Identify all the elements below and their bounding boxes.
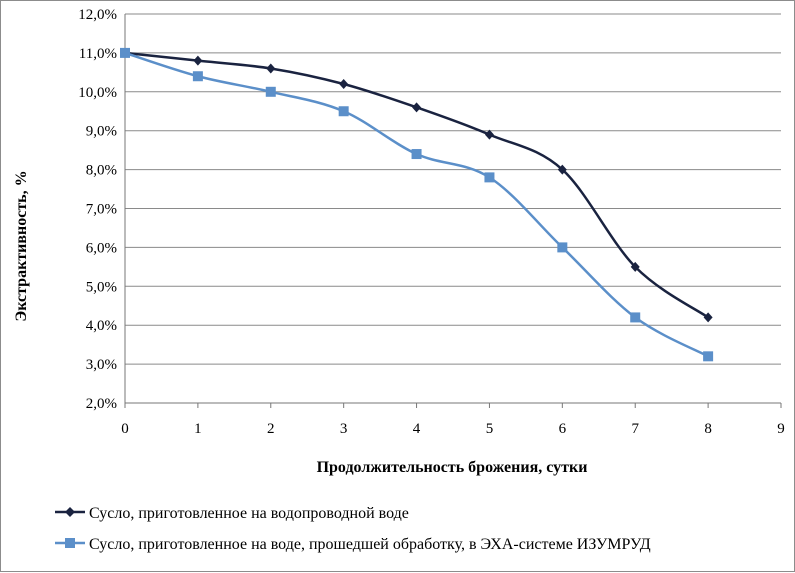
x-tick-label: 3	[340, 421, 348, 437]
x-tick-label: 7	[631, 421, 639, 437]
x-tick-label: 8	[704, 421, 712, 437]
y-tick-label: 4,0%	[86, 318, 117, 334]
series-2-point	[265, 86, 276, 97]
y-tick-label: 5,0%	[86, 279, 117, 295]
y-axis-title: Экстрактивность, %	[13, 170, 30, 321]
series-2-point	[703, 351, 714, 362]
y-tick-label: 7,0%	[86, 202, 117, 218]
x-tick-label: 0	[121, 421, 129, 437]
y-tick-label: 9,0%	[86, 124, 117, 140]
y-tick-label: 3,0%	[86, 357, 117, 373]
y-tick-labels: 2,0% 3,0% 4,0% 5,0% 6,0% 7,0% 8,0% 9,0% 10,0% 11,…	[78, 7, 117, 412]
gridlines	[125, 13, 781, 365]
series-2-point	[120, 47, 130, 58]
series-1-point	[412, 102, 422, 113]
x-tick-label: 6	[559, 421, 567, 437]
series-1-point	[266, 63, 276, 74]
series-1-point	[193, 55, 203, 66]
series-line-1	[124, 51, 709, 319]
legend: Сусло, приготовленное на водопроводной в…	[55, 505, 651, 553]
legend-diamond-marker	[65, 507, 75, 517]
y-tick-label: 12,0%	[78, 7, 117, 23]
series-2-point	[484, 172, 495, 183]
series-1-point	[484, 129, 494, 140]
x-tick-label: 9	[777, 421, 785, 437]
series-2-point	[338, 106, 349, 117]
legend-square-marker	[65, 538, 75, 548]
legend-label-series-2: Сусло, приготовленное на воде, прошедшей…	[89, 536, 651, 553]
y-tick-label: 10,0%	[78, 85, 117, 101]
x-tick-labels: 0 1 2 3 4 5 6 7 8 9	[121, 421, 785, 437]
series-2-point	[192, 71, 203, 82]
y-tick-label: 8,0%	[86, 163, 117, 179]
series-1-point	[703, 312, 713, 323]
x-tick-label: 5	[486, 421, 494, 437]
x-axis-title: Продолжительность брожения, сутки	[317, 459, 588, 476]
series-2-point	[557, 242, 568, 253]
series-2-point	[411, 149, 422, 160]
series-1-point	[339, 79, 349, 90]
y-tick-label: 11,0%	[79, 46, 117, 62]
series-line-2	[124, 51, 709, 358]
legend-item-series-1: Сусло, приготовленное на водопроводной в…	[55, 505, 409, 522]
legend-label-series-1: Сусло, приготовленное на водопроводной в…	[89, 505, 409, 522]
y-tick-label: 6,0%	[86, 240, 117, 256]
legend-item-series-2: Сусло, приготовленное на воде, прошедшей…	[55, 536, 651, 553]
series-2-point	[630, 312, 641, 323]
x-tick-label: 2	[267, 421, 275, 437]
x-tick-label: 4	[413, 421, 421, 437]
y-tick-label: 2,0%	[86, 396, 117, 412]
x-tick-label: 1	[194, 421, 202, 437]
series-1-point	[630, 261, 640, 272]
series-1-point	[557, 164, 567, 175]
axes	[124, 14, 782, 408]
series-lines	[120, 47, 714, 362]
